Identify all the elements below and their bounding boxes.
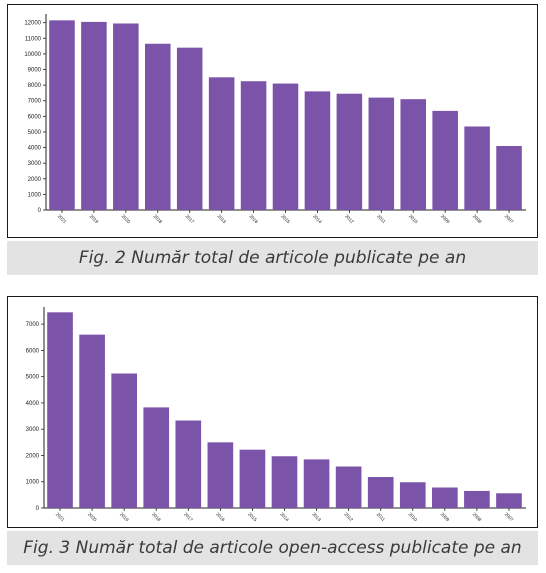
y-tick-label: 9000	[28, 68, 42, 74]
x-tick-label: 2014	[279, 512, 290, 523]
y-tick-label: 2000	[28, 177, 42, 183]
y-tick-label: 1000	[26, 480, 40, 486]
x-tick-label: 2012	[344, 214, 355, 225]
y-tick-label: 0	[36, 506, 40, 512]
bar	[47, 312, 73, 508]
bar	[400, 99, 427, 210]
bar	[175, 420, 202, 508]
y-tick-label: 3000	[26, 427, 40, 433]
x-tick-label: 2020	[121, 214, 132, 225]
figure-caption: Fig. 2 Număr total de articole publicate…	[7, 241, 538, 275]
x-tick-label: 2007	[504, 214, 515, 225]
chart-frame: 0 1000 2000 3000 4000 5000 6000 7000 8000 9000 100…	[7, 4, 538, 238]
chart-frame: 0 1000 2000 3000 4000 5000 6000 7000 2021 2020 201…	[7, 296, 538, 528]
y-tick-label: 6000	[28, 114, 42, 120]
x-tick-label: 2021	[57, 214, 68, 225]
bar	[143, 407, 170, 508]
bar	[496, 146, 522, 210]
y-tick-label: 0	[38, 208, 42, 214]
x-tick-label: 2019	[89, 214, 100, 225]
bar	[176, 47, 203, 210]
x-tick-label: 2008	[472, 214, 483, 225]
bar	[303, 459, 330, 508]
bar	[271, 456, 298, 508]
y-tick-label: 3000	[28, 161, 42, 167]
bar	[240, 81, 267, 210]
bar	[272, 83, 299, 210]
bar	[304, 91, 331, 210]
x-tick-label: 2019	[119, 512, 130, 523]
x-tick-label: 2013	[311, 512, 322, 523]
bar	[335, 466, 362, 508]
x-tick-label: 2016	[215, 512, 226, 523]
bar	[144, 43, 171, 210]
x-tick-label: 2021	[55, 512, 66, 523]
x-tick-label: 2017	[184, 214, 195, 225]
x-tick-label: 2010	[407, 512, 418, 523]
x-tick-label: 2015	[280, 214, 291, 225]
figure-caption: Fig. 3 Număr total de articole open-acce…	[7, 531, 538, 565]
y-tick-label: 10000	[24, 52, 41, 58]
x-tick-label: 2013	[216, 214, 227, 225]
x-tick-label: 2020	[87, 512, 98, 523]
y-tick-label: 12000	[24, 21, 41, 27]
x-tick-label: 2008	[472, 512, 483, 523]
y-tick-label: 4000	[26, 401, 40, 407]
bar	[464, 490, 490, 508]
bar	[432, 487, 458, 508]
x-tick-label: 2009	[440, 512, 451, 523]
bar	[111, 373, 137, 508]
bar	[113, 23, 139, 211]
bar	[208, 77, 235, 210]
y-tick-label: 6000	[26, 348, 40, 354]
bar	[464, 126, 490, 210]
bar	[432, 110, 458, 210]
x-tick-label: 2018	[151, 512, 162, 523]
y-tick-label: 5000	[28, 130, 42, 136]
y-tick-label: 11000	[25, 36, 42, 42]
y-tick-label: 7000	[28, 99, 42, 105]
articles-per-year-chart: 0 1000 2000 3000 4000 5000 6000 7000 8000 9000 100…	[24, 14, 526, 225]
x-tick-label: 2015	[247, 512, 258, 523]
x-tick-label: 2007	[504, 512, 515, 523]
bar	[367, 477, 394, 508]
bar	[49, 20, 75, 211]
figure-3: 0 1000 2000 3000 4000 5000 6000 7000 2021 2020 201…	[7, 296, 538, 565]
y-tick-label: 4000	[28, 146, 42, 152]
bar	[368, 97, 395, 210]
open-access-articles-per-year-chart: 0 1000 2000 3000 4000 5000 6000 7000 2021 2020 201…	[26, 307, 526, 523]
y-tick-label: 7000	[26, 322, 40, 328]
x-tick-label: 2018	[152, 214, 163, 225]
x-tick-label: 2011	[375, 512, 386, 523]
bar	[239, 449, 266, 508]
x-tick-label: 2014	[312, 214, 323, 225]
y-tick-label: 1000	[28, 192, 42, 198]
figure-2: 0 1000 2000 3000 4000 5000 6000 7000 8000 9000 100…	[7, 4, 538, 275]
x-tick-label: 2017	[183, 512, 194, 523]
x-tick-label: 2012	[343, 512, 354, 523]
bar	[496, 493, 522, 508]
y-tick-label: 8000	[28, 83, 42, 89]
bar	[81, 21, 107, 211]
bar	[399, 482, 426, 508]
x-tick-label: 2011	[376, 214, 387, 225]
x-tick-label: 2010	[408, 214, 419, 225]
bar	[207, 442, 234, 508]
x-tick-label: 2016	[248, 214, 259, 225]
y-tick-label: 2000	[26, 453, 40, 459]
x-tick-label: 2009	[440, 214, 451, 225]
bar	[336, 93, 363, 210]
bar	[79, 334, 105, 508]
y-tick-label: 5000	[26, 375, 40, 381]
